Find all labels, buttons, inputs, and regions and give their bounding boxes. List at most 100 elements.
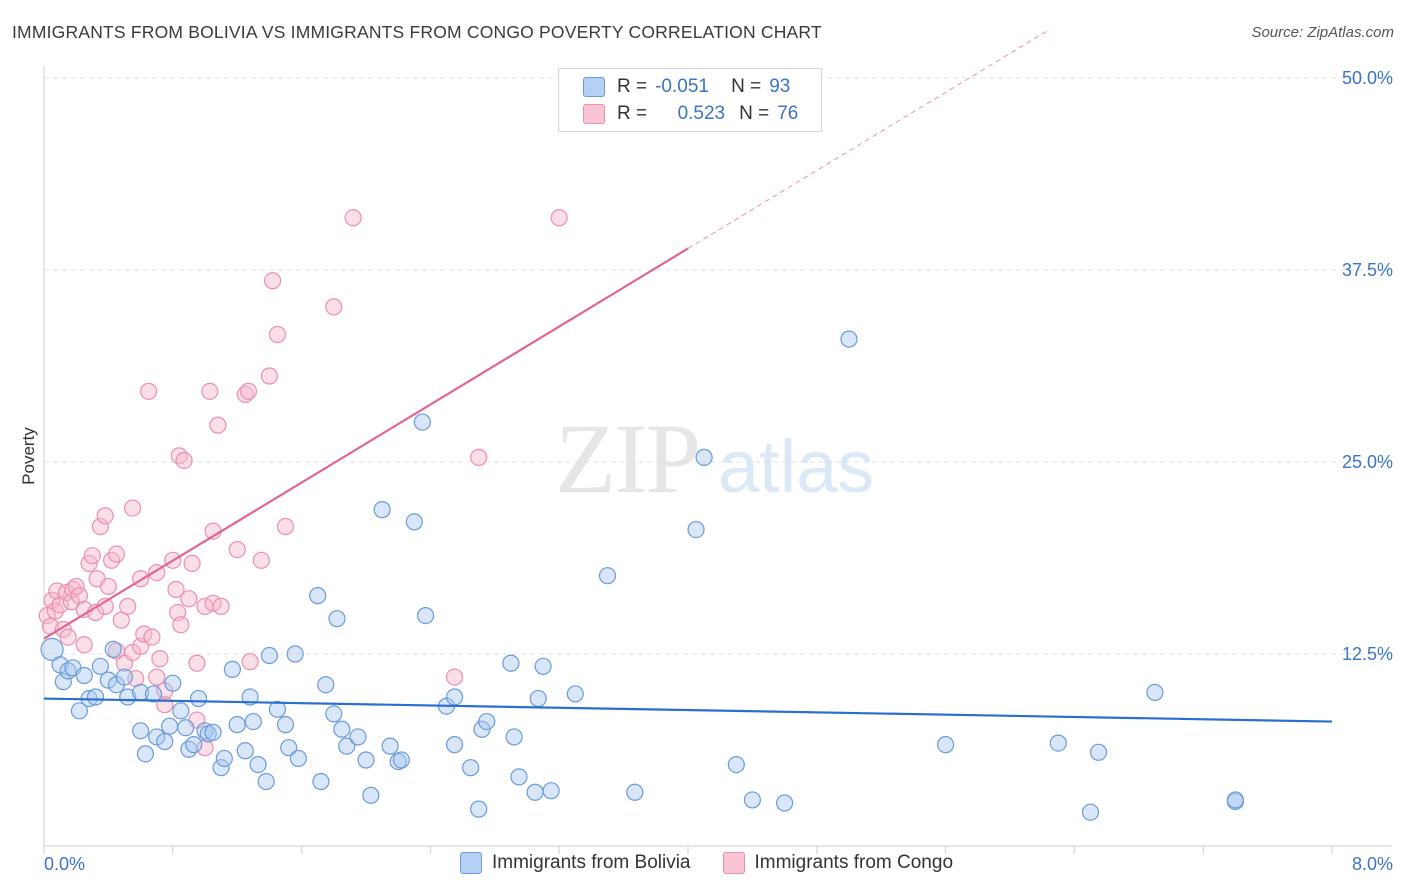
congo-point — [123, 499, 142, 517]
congo-point — [344, 209, 362, 227]
congo-point — [325, 298, 343, 316]
bolivia-point — [505, 728, 523, 746]
bolivia-point — [257, 772, 275, 791]
bolivia-point — [59, 662, 77, 680]
correlation-legend: R = -0.051 N = 93 R = 0.523 N = 76 — [558, 68, 822, 132]
congo-point — [167, 580, 185, 599]
bolivia-trend-line — [43, 697, 1333, 723]
bolivia-point — [115, 668, 134, 686]
congo-point — [228, 540, 246, 559]
bolivia-point — [566, 685, 584, 703]
bolivia-point — [148, 728, 166, 746]
y-tick-label: 12.5% — [1342, 644, 1393, 664]
chart-title: IMMIGRANTS FROM BOLIVIA VS IMMIGRANTS FR… — [12, 22, 822, 42]
bolivia-point — [286, 645, 304, 663]
congo-series — [38, 209, 568, 757]
bolivia-point — [212, 759, 230, 777]
bolivia-point — [136, 745, 155, 763]
congo-point — [212, 597, 230, 615]
bolivia-point — [312, 772, 330, 791]
bolivia-point — [462, 759, 480, 777]
legend-n-label: N = — [739, 103, 770, 124]
congo-point — [470, 448, 488, 466]
congo-point — [201, 382, 219, 400]
y-axis-label: Poverty — [19, 427, 38, 485]
congo-point — [252, 551, 270, 569]
congo-point — [264, 272, 282, 290]
watermark-atlas: atlas — [718, 425, 874, 508]
bolivia-point — [91, 657, 109, 675]
bolivia-point — [542, 782, 560, 800]
congo-point — [445, 668, 464, 686]
bolivia-point — [54, 673, 72, 691]
bolivia-point — [687, 520, 705, 539]
congo-point — [38, 606, 56, 625]
bolivia-point — [40, 637, 64, 661]
congo-point — [239, 382, 258, 400]
legend-n-label: N = — [731, 76, 762, 97]
bolivia-point — [289, 749, 307, 768]
congo-trend-extension — [687, 28, 1051, 249]
bolivia-point — [1049, 734, 1067, 752]
legend-r-value-bolivia: -0.051 — [655, 76, 709, 97]
congo-point — [151, 650, 169, 668]
bolivia-point — [695, 448, 713, 466]
bolivia-point — [349, 728, 367, 746]
bolivia-point — [325, 705, 343, 723]
congo-point — [83, 547, 101, 565]
bolivia-point — [413, 413, 431, 431]
x-tick-label: 0.0% — [44, 854, 85, 874]
bolivia-point — [260, 646, 278, 665]
bolivia-point — [1226, 791, 1245, 809]
congo-point — [91, 517, 109, 536]
bolivia-point — [936, 736, 955, 754]
bolivia-series — [40, 330, 1245, 821]
congo-point — [172, 616, 190, 634]
source-label: Source: ZipAtlas.com — [1251, 24, 1394, 41]
bolivia-point — [223, 660, 241, 678]
series-legend-congo: Immigrants from Congo — [722, 852, 953, 874]
series-label-bolivia: Immigrants from Bolivia — [492, 852, 691, 873]
legend-swatch-congo — [583, 104, 605, 124]
watermark: ZIP atlas — [555, 403, 874, 514]
bolivia-point — [445, 688, 464, 706]
congo-point — [175, 451, 193, 470]
congo-point — [268, 325, 287, 344]
series-legend: Immigrants from Bolivia Immigrants from … — [460, 852, 985, 874]
bolivia-point — [215, 749, 233, 768]
bolivia-point — [381, 737, 399, 755]
congo-point — [96, 507, 114, 525]
bolivia-point — [328, 610, 346, 628]
bolivia-point — [526, 783, 544, 801]
congo-point — [180, 590, 198, 608]
bolivia-point — [268, 700, 287, 718]
bolivia-point — [309, 587, 327, 605]
congo-point — [140, 382, 158, 400]
congo-point — [241, 653, 259, 671]
series-swatch-congo — [722, 852, 745, 874]
bolivia-point — [510, 768, 528, 786]
tick-labels: 12.5% 25.0% 37.5% 50.0% 0.0% 8.0% — [44, 68, 1393, 874]
bolivia-point — [1089, 743, 1108, 761]
legend-swatch-bolivia — [583, 77, 605, 97]
series-swatch-bolivia — [460, 852, 482, 874]
bolivia-point — [204, 723, 222, 741]
bolivia-point — [160, 717, 179, 735]
x-tick-label: 8.0% — [1352, 854, 1393, 874]
bolivia-point — [626, 783, 644, 801]
bolivia-point — [445, 736, 464, 754]
bolivia-point — [1081, 803, 1100, 821]
bolivia-point — [416, 606, 435, 625]
bolivia-point — [470, 800, 488, 818]
bolivia-point — [249, 755, 267, 774]
bolivia-point — [392, 751, 411, 769]
y-tick-label: 50.0% — [1342, 68, 1393, 88]
y-tick-label: 25.0% — [1342, 452, 1393, 472]
congo-point — [43, 591, 61, 609]
congo-point — [170, 447, 188, 465]
bolivia-point — [405, 513, 423, 531]
bolivia-point — [236, 742, 254, 760]
bolivia-point — [99, 671, 118, 689]
bolivia-point — [333, 720, 351, 738]
